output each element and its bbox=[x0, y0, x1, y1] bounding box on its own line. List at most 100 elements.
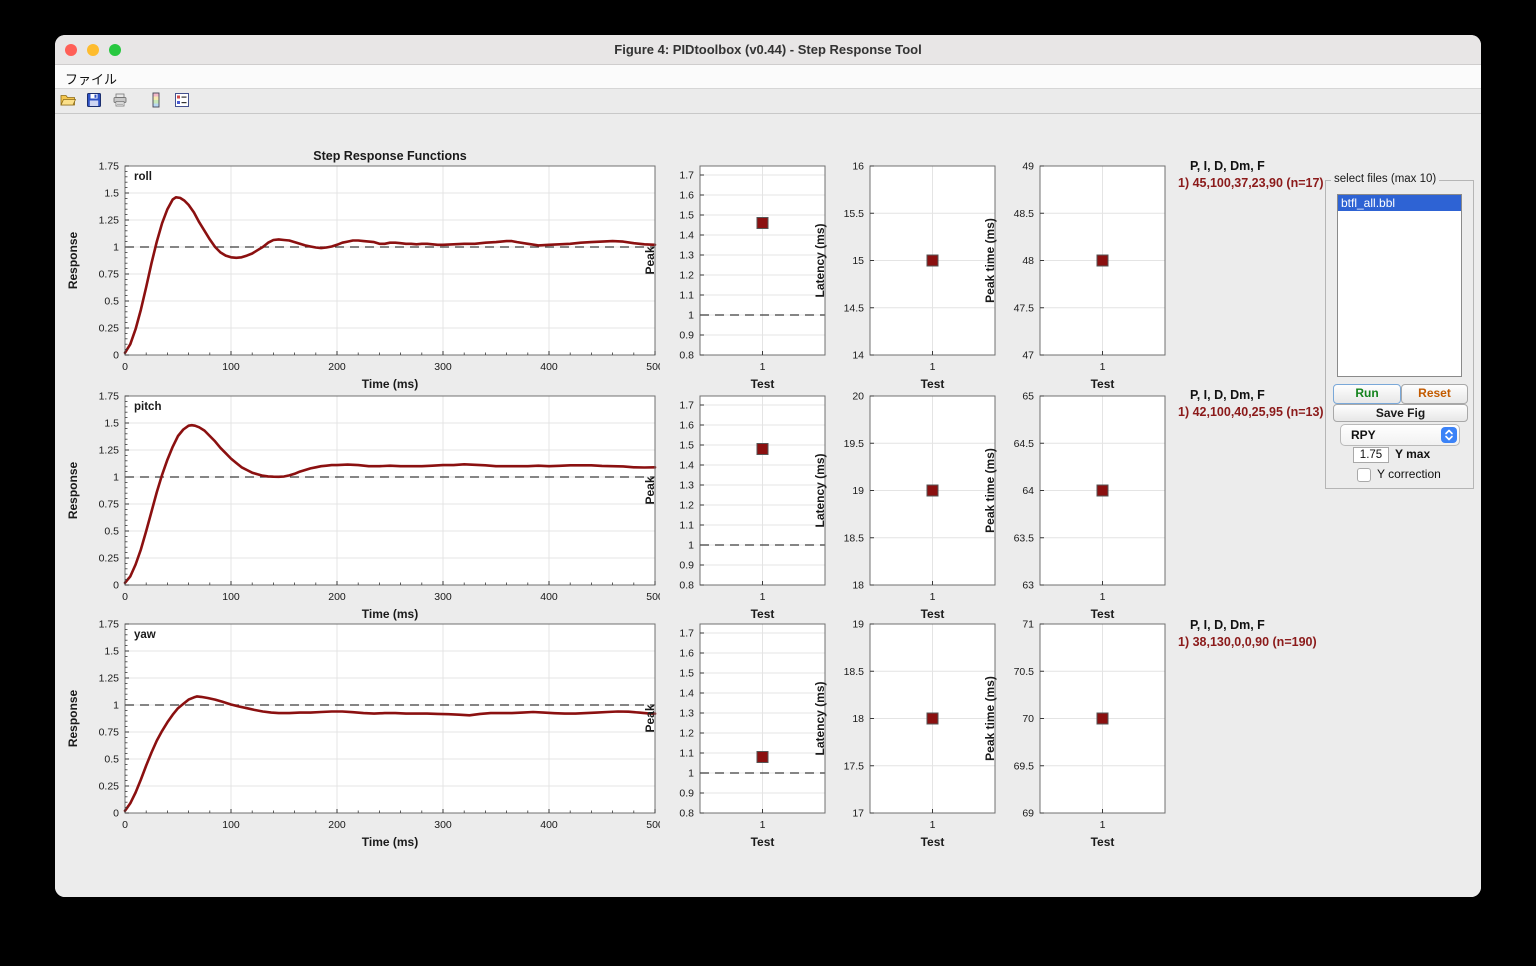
svg-text:Test: Test bbox=[1091, 377, 1115, 391]
save-fig-button[interactable]: Save Fig bbox=[1333, 404, 1468, 422]
svg-text:500: 500 bbox=[646, 591, 660, 603]
insert-legend-button[interactable] bbox=[174, 92, 192, 110]
svg-text:64: 64 bbox=[1022, 485, 1034, 497]
svg-text:0.5: 0.5 bbox=[104, 296, 119, 308]
svg-text:69: 69 bbox=[1022, 808, 1034, 820]
print-button[interactable] bbox=[112, 92, 130, 110]
svg-text:Latency (ms): Latency (ms) bbox=[813, 681, 827, 755]
svg-text:1.75: 1.75 bbox=[99, 391, 120, 403]
svg-text:0.8: 0.8 bbox=[679, 350, 694, 362]
svg-text:Time (ms): Time (ms) bbox=[362, 377, 418, 391]
svg-text:Test: Test bbox=[751, 377, 775, 391]
yaw-pid-value: 1) 38,130,0,0,90 (n=190) bbox=[1178, 635, 1317, 649]
svg-text:Time (ms): Time (ms) bbox=[362, 607, 418, 621]
menu-item-file[interactable]: ファイル bbox=[65, 72, 118, 87]
reset-button[interactable]: Reset bbox=[1401, 384, 1468, 404]
svg-text:18.5: 18.5 bbox=[844, 666, 865, 678]
svg-text:1.2: 1.2 bbox=[679, 728, 694, 740]
zoom-button[interactable] bbox=[109, 44, 121, 56]
svg-text:Latency (ms): Latency (ms) bbox=[813, 453, 827, 527]
svg-text:0.9: 0.9 bbox=[679, 560, 694, 572]
svg-text:0.9: 0.9 bbox=[679, 788, 694, 800]
roll-step-response-chart: 0 0.25 0.5 0.75 1 1.25 1.5 1.75 0 100 200 300 400 500… bbox=[65, 150, 664, 399]
pitch-latency-chart: 18 18.5 19 19.5 20 1 Test Latency (ms) bbox=[812, 380, 1000, 629]
svg-text:1.6: 1.6 bbox=[679, 648, 694, 660]
svg-text:1.3: 1.3 bbox=[679, 708, 694, 720]
svg-text:71: 71 bbox=[1022, 619, 1034, 631]
open-file-button[interactable] bbox=[60, 92, 78, 110]
svg-text:1.4: 1.4 bbox=[679, 688, 694, 700]
svg-text:1.25: 1.25 bbox=[99, 215, 120, 227]
svg-text:200: 200 bbox=[328, 591, 346, 603]
pitch-pid-header: P, I, D, Dm, F bbox=[1190, 388, 1265, 402]
svg-text:0: 0 bbox=[113, 580, 119, 592]
svg-text:1: 1 bbox=[760, 819, 766, 831]
pitch-pid-value: 1) 42,100,40,25,95 (n=13) bbox=[1178, 405, 1324, 419]
svg-text:1.3: 1.3 bbox=[679, 250, 694, 262]
dropdown-stepper-icon bbox=[1441, 427, 1457, 443]
svg-text:1.2: 1.2 bbox=[679, 500, 694, 512]
svg-text:Test: Test bbox=[1091, 835, 1115, 849]
close-button[interactable] bbox=[65, 44, 77, 56]
svg-text:1: 1 bbox=[1100, 591, 1106, 603]
svg-text:1: 1 bbox=[930, 591, 936, 603]
save-button[interactable] bbox=[86, 92, 104, 110]
svg-text:1: 1 bbox=[113, 472, 119, 484]
svg-text:1.6: 1.6 bbox=[679, 190, 694, 202]
svg-text:48.5: 48.5 bbox=[1014, 208, 1035, 220]
y-correction-checkbox[interactable] bbox=[1357, 468, 1371, 482]
svg-text:64.5: 64.5 bbox=[1014, 438, 1035, 450]
svg-text:100: 100 bbox=[222, 819, 240, 831]
svg-text:69.5: 69.5 bbox=[1014, 760, 1035, 772]
svg-text:1: 1 bbox=[1100, 361, 1106, 373]
titlebar[interactable]: Figure 4: PIDtoolbox (v0.44) - Step Resp… bbox=[55, 35, 1481, 65]
svg-text:63: 63 bbox=[1022, 580, 1034, 592]
svg-text:1.4: 1.4 bbox=[679, 230, 694, 242]
svg-text:300: 300 bbox=[434, 819, 452, 831]
figure-window: Figure 4: PIDtoolbox (v0.44) - Step Resp… bbox=[55, 35, 1481, 897]
colorbar-icon bbox=[148, 92, 164, 112]
svg-text:500: 500 bbox=[646, 361, 660, 373]
svg-text:1.7: 1.7 bbox=[679, 170, 694, 182]
svg-text:18: 18 bbox=[852, 713, 864, 725]
run-button[interactable]: Run bbox=[1333, 384, 1401, 404]
svg-text:0.8: 0.8 bbox=[679, 808, 694, 820]
svg-text:Response: Response bbox=[66, 462, 80, 520]
figure-title: Step Response Functions bbox=[313, 149, 467, 163]
insert-colorbar-button[interactable] bbox=[148, 92, 166, 110]
y-max-input[interactable]: 1.75 bbox=[1353, 447, 1389, 463]
svg-text:1.5: 1.5 bbox=[104, 188, 119, 200]
svg-text:Response: Response bbox=[66, 690, 80, 748]
svg-text:1.1: 1.1 bbox=[679, 520, 694, 532]
svg-text:1.2: 1.2 bbox=[679, 270, 694, 282]
svg-text:47: 47 bbox=[1022, 350, 1034, 362]
svg-text:18.5: 18.5 bbox=[844, 532, 865, 544]
y-correction-label: Y correction bbox=[1377, 467, 1441, 481]
svg-text:1: 1 bbox=[688, 768, 694, 780]
svg-text:Peak: Peak bbox=[643, 246, 657, 274]
roll-pid-value: 1) 45,100,37,23,90 (n=17) bbox=[1178, 176, 1324, 190]
rpy-dropdown-value: RPY bbox=[1351, 428, 1376, 442]
toolbar bbox=[55, 89, 1481, 114]
svg-text:Test: Test bbox=[921, 607, 945, 621]
print-icon bbox=[112, 93, 128, 112]
svg-text:0.5: 0.5 bbox=[104, 526, 119, 538]
svg-text:Response: Response bbox=[66, 232, 80, 290]
svg-text:0.5: 0.5 bbox=[104, 754, 119, 766]
minimize-button[interactable] bbox=[87, 44, 99, 56]
svg-text:1.5: 1.5 bbox=[104, 646, 119, 658]
svg-text:1: 1 bbox=[113, 700, 119, 712]
rpy-dropdown[interactable]: RPY bbox=[1340, 424, 1460, 446]
svg-text:0.25: 0.25 bbox=[99, 781, 120, 793]
svg-text:0.75: 0.75 bbox=[99, 499, 120, 511]
svg-text:14: 14 bbox=[852, 350, 864, 362]
svg-text:48: 48 bbox=[1022, 255, 1034, 267]
svg-text:300: 300 bbox=[434, 591, 452, 603]
svg-text:Peak time (ms): Peak time (ms) bbox=[983, 218, 997, 303]
svg-text:Test: Test bbox=[921, 835, 945, 849]
roll-peaktime-chart: 47 47.5 48 48.5 49 1 Test Peak time (ms) bbox=[982, 150, 1170, 399]
file-listbox[interactable]: btfl_all.bbl bbox=[1337, 194, 1462, 377]
svg-text:Peak: Peak bbox=[643, 476, 657, 504]
svg-text:70: 70 bbox=[1022, 713, 1034, 725]
file-list-item[interactable]: btfl_all.bbl bbox=[1338, 195, 1461, 211]
